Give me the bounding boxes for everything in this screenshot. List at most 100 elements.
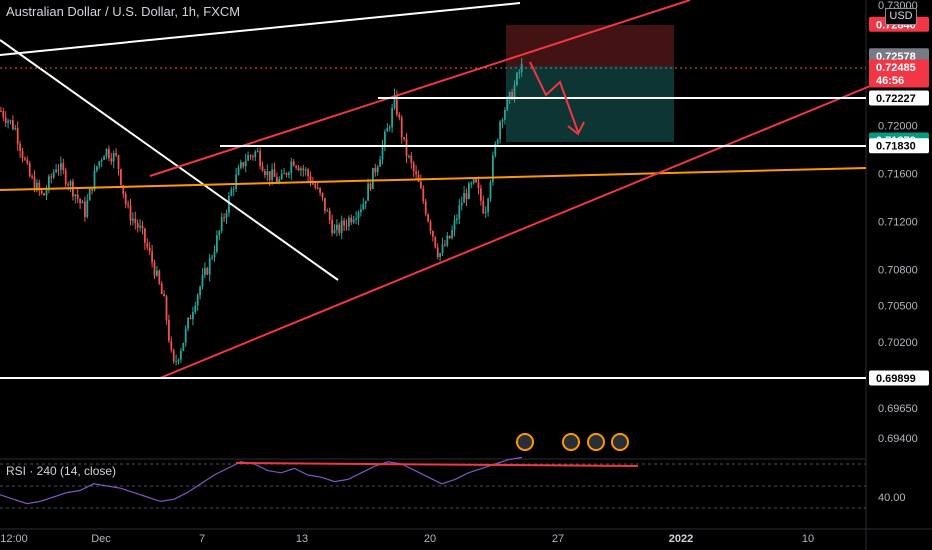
price-badge-0.71830: 0.71830 xyxy=(869,138,929,154)
candle xyxy=(98,160,101,169)
candle xyxy=(60,156,62,176)
x-tick-3: 13 xyxy=(296,533,308,545)
candle xyxy=(451,225,453,240)
candle xyxy=(439,252,441,262)
event-marker-1[interactable] xyxy=(516,433,534,451)
candle xyxy=(26,156,29,165)
candle xyxy=(112,150,115,169)
candle xyxy=(494,141,497,158)
candle xyxy=(204,262,206,279)
candle xyxy=(484,206,487,218)
candle xyxy=(465,188,468,207)
rsi-divergence-line[interactable] xyxy=(235,462,639,467)
candle xyxy=(237,164,240,176)
event-marker-3[interactable] xyxy=(587,433,605,451)
candle xyxy=(477,176,480,195)
candle xyxy=(242,161,245,169)
candle xyxy=(16,121,19,151)
candle xyxy=(288,171,290,179)
channel-lower-line[interactable] xyxy=(159,81,881,379)
candle xyxy=(115,148,117,158)
price-axis[interactable]: 0.730000.720000.716000.712000.708000.705… xyxy=(878,0,918,445)
candle xyxy=(108,145,110,162)
candle xyxy=(180,347,182,364)
candle xyxy=(24,156,26,161)
candle xyxy=(348,215,350,231)
candle xyxy=(468,181,470,200)
candle xyxy=(14,124,17,131)
take-profit-zone[interactable] xyxy=(506,66,674,142)
candle xyxy=(232,186,235,197)
white-trendline-top[interactable] xyxy=(0,2,521,56)
candle xyxy=(48,174,50,194)
y-tick-8: 0.69400 xyxy=(878,433,918,445)
candle xyxy=(81,199,84,204)
candle xyxy=(225,210,228,225)
candle xyxy=(175,354,177,366)
candle xyxy=(264,168,266,179)
candle xyxy=(403,137,405,142)
candle xyxy=(391,103,393,133)
candle xyxy=(120,168,122,187)
candle xyxy=(367,178,369,201)
candle xyxy=(384,129,386,152)
candle xyxy=(220,212,223,234)
candle xyxy=(36,179,38,193)
stop-loss-zone[interactable] xyxy=(506,25,674,66)
candle xyxy=(103,155,105,160)
projection-arrow[interactable] xyxy=(529,61,579,133)
candle xyxy=(489,179,492,202)
candle xyxy=(252,154,254,161)
candle xyxy=(415,165,417,181)
orange-trendline[interactable] xyxy=(0,167,867,191)
candle xyxy=(184,325,187,347)
candle xyxy=(86,194,89,219)
candle xyxy=(398,112,401,121)
candle xyxy=(458,198,461,225)
x-tick-5: 27 xyxy=(552,533,564,545)
currency-button[interactable]: USD xyxy=(885,8,917,25)
event-marker-4[interactable] xyxy=(611,433,629,451)
candle xyxy=(292,159,295,167)
candle xyxy=(45,185,48,200)
candle xyxy=(405,132,408,164)
projection-arrowhead xyxy=(567,121,585,136)
candle xyxy=(381,139,384,165)
candle xyxy=(283,168,285,175)
candle xyxy=(290,157,293,180)
candle xyxy=(91,188,93,195)
y-tick-6: 0.70200 xyxy=(878,337,918,349)
candle xyxy=(196,293,199,311)
time-axis[interactable]: 12:00 Dec 7 13 20 27 2022 10 xyxy=(0,533,814,545)
candle xyxy=(194,301,197,315)
candle xyxy=(360,204,362,217)
x-tick-7: 10 xyxy=(802,533,814,545)
candle xyxy=(427,213,429,223)
white-descending-trendline[interactable] xyxy=(0,39,339,281)
candle xyxy=(285,172,288,178)
candle xyxy=(69,179,72,193)
candle xyxy=(376,164,379,176)
candle xyxy=(31,173,33,180)
candle xyxy=(2,107,5,122)
candle xyxy=(372,167,374,190)
candle xyxy=(105,148,108,160)
candle xyxy=(76,188,79,204)
candle xyxy=(199,285,201,300)
candle xyxy=(441,237,444,257)
candle xyxy=(187,317,189,332)
event-marker-2[interactable] xyxy=(562,433,580,451)
candle xyxy=(300,166,302,177)
candle xyxy=(304,167,307,176)
event-markers[interactable] xyxy=(516,433,629,451)
candle xyxy=(271,163,273,186)
candle xyxy=(420,174,422,190)
price-badge-0.69899: 0.69899 xyxy=(869,370,929,386)
candle xyxy=(496,138,499,146)
candle xyxy=(55,164,57,174)
candle xyxy=(307,167,309,182)
candle xyxy=(110,152,113,165)
candle xyxy=(124,191,127,209)
